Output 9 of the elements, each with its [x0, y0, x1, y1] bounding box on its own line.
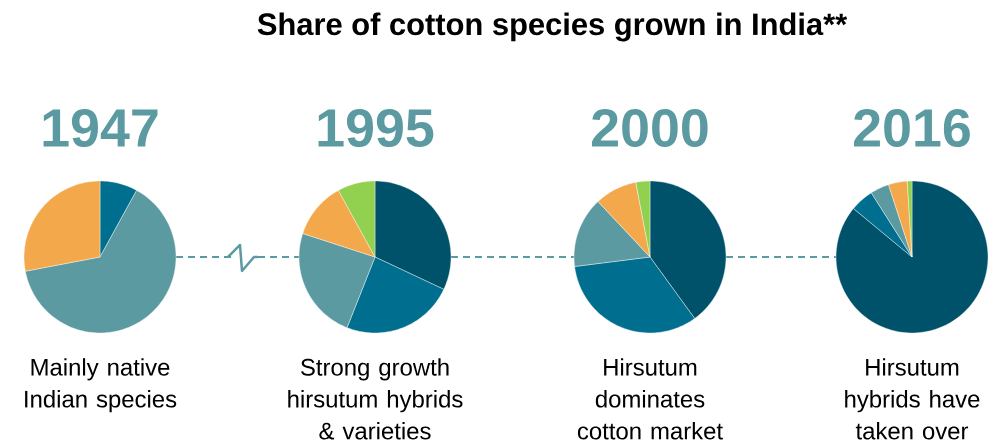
chart-subtitle: 2000 [592, 108, 708, 148]
chart-subtitle: 1947 [43, 108, 158, 148]
chart-subtitle: 2016 [854, 108, 970, 148]
text: Share of cotton species grown in India** [257, 12, 848, 42]
text: Strong growth hirsutum hybrids & varieties [288, 358, 463, 440]
chart-subtitle: 1995 [318, 108, 434, 148]
text: Hirsutum dominates cotton market [577, 358, 723, 440]
text: Hirsutum hybrids have taken over [845, 358, 980, 440]
text: Mainly native Indian species [25, 358, 177, 413]
